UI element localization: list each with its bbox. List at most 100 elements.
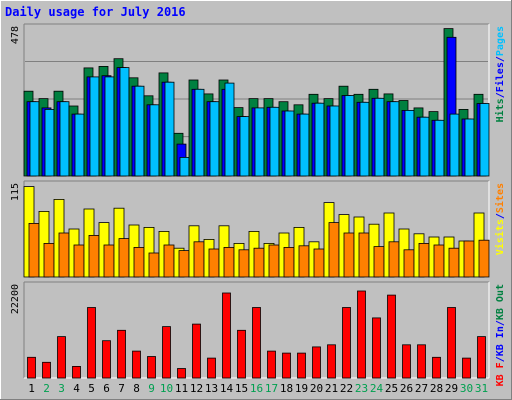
day-label: 18 (280, 382, 293, 395)
day-label: 25 (385, 382, 398, 395)
bar-kb-f (222, 292, 231, 379)
day-label: 22 (340, 382, 353, 395)
bar-kb-f (297, 352, 306, 379)
bar-kb-f (402, 344, 411, 379)
panel-max-label: 22200 (10, 284, 21, 314)
bar-kb-f (312, 346, 321, 379)
bar-sites (223, 246, 235, 278)
day-label: 4 (73, 382, 80, 395)
bar-kb-f (387, 294, 396, 379)
bar-sites (43, 242, 55, 278)
bar-pages (374, 97, 385, 177)
bar-pages (404, 110, 415, 177)
day-label: 14 (220, 382, 234, 395)
panel-side-legend: KB F/KB In/KB Out (495, 284, 506, 386)
bar-pages (314, 102, 325, 177)
bar-pages (419, 116, 430, 177)
bar-sites (358, 232, 370, 278)
day-label: 6 (103, 382, 110, 395)
side-legend-part: / (495, 56, 506, 62)
bar-kb-f (447, 307, 456, 379)
panel-side-legend: Visits/Sites (494, 183, 506, 255)
bar-pages (479, 103, 490, 177)
bar-sites (388, 241, 400, 278)
bar-kb-f (207, 357, 216, 379)
bar-pages (239, 116, 250, 177)
bar-kb-f (177, 368, 186, 379)
day-label: 2 (43, 382, 50, 395)
bar-pages (149, 104, 160, 177)
side-legend-part: KB Out (495, 284, 506, 320)
bar-kb-f (237, 329, 246, 379)
bar-pages (299, 113, 310, 177)
panel-max-label: 115 (10, 183, 21, 201)
bar-sites (133, 246, 145, 278)
bar-kb-f (267, 350, 276, 379)
bar-pages (449, 113, 460, 177)
bar-pages (389, 101, 400, 177)
bar-pages (344, 95, 355, 177)
day-label: 8 (133, 382, 140, 395)
side-legend-part: / (495, 356, 506, 362)
day-label: 5 (88, 382, 95, 395)
day-label: 17 (265, 382, 278, 395)
bar-kb-f (87, 307, 96, 379)
bar-sites (28, 222, 40, 278)
bar-pages (194, 88, 205, 177)
bar-sites (208, 248, 220, 278)
bar-pages (329, 105, 340, 177)
bar-sites (328, 222, 340, 278)
side-legend-part: Sites (494, 183, 506, 213)
bar-sites (238, 249, 250, 278)
bar-pages (89, 76, 100, 177)
bar-pages (254, 107, 265, 177)
side-legend-part: / (495, 320, 506, 326)
bar-sites (103, 244, 115, 278)
bar-kb-f (192, 323, 201, 379)
panel-visits-sites: 115 Visits/Sites (10, 180, 506, 278)
bar-kb-f (357, 290, 366, 379)
day-label: 1 (28, 382, 35, 395)
day-label: 10 (160, 382, 173, 395)
bar-sites (253, 247, 265, 278)
day-label: 13 (205, 382, 218, 395)
bar-sites (478, 239, 490, 278)
bar-pages (179, 156, 190, 177)
day-label: 30 (460, 382, 473, 395)
day-label: 29 (445, 382, 458, 395)
bar-sites (418, 242, 430, 278)
side-legend-part: Visits (494, 219, 506, 255)
day-label: 19 (295, 382, 308, 395)
bar-kb-f (27, 356, 36, 379)
bar-pages (29, 101, 40, 177)
side-legend-part: KB F (495, 362, 506, 386)
bar-sites (148, 252, 160, 278)
bar-pages (464, 118, 475, 177)
day-label: 11 (175, 382, 188, 395)
side-legend-part: KB In (495, 326, 506, 356)
bar-sites (448, 247, 460, 278)
chart-title: Daily usage for July 2016 (5, 5, 186, 19)
bar-kb-f (102, 340, 111, 379)
side-legend-part: / (495, 92, 506, 98)
bar-sites (268, 244, 280, 278)
bar-sites (403, 249, 415, 278)
side-legend-part: Hits (494, 98, 506, 122)
day-label: 21 (325, 382, 338, 395)
bar-sites (373, 246, 385, 278)
bar-kb-f (477, 336, 486, 379)
day-label: 31 (475, 382, 488, 395)
bar-sites (118, 238, 130, 278)
day-label: 16 (250, 382, 263, 395)
bar-kb-f (432, 356, 441, 379)
bar-sites (343, 232, 355, 278)
bar-kb-f (57, 336, 66, 379)
bar-pages (104, 76, 115, 177)
bar-kb-f (462, 357, 471, 379)
bar-sites (433, 244, 445, 278)
bar-sites (298, 245, 310, 278)
bar-pages (434, 119, 445, 177)
bar-kb-f (72, 365, 81, 379)
